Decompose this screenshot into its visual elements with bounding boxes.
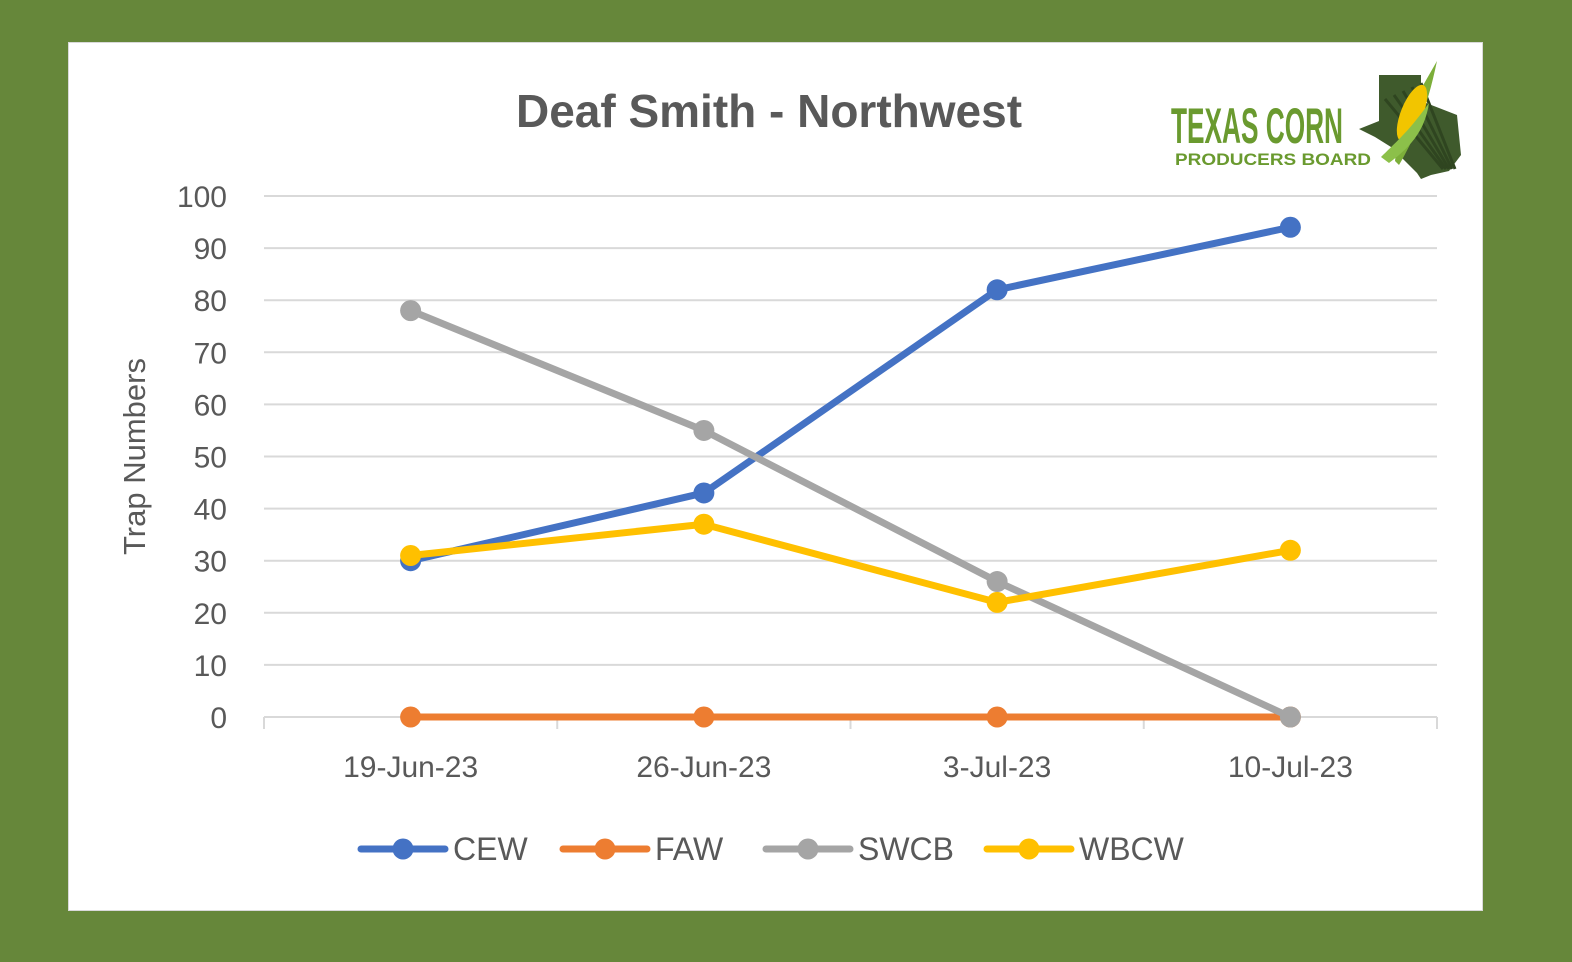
y-tick-label: 40 — [194, 494, 227, 527]
data-point-faw — [400, 706, 422, 728]
corn-husk-icon — [1381, 103, 1429, 163]
logo-line-2: PRODUCERS BOARD — [1175, 150, 1371, 169]
y-tick-label: 30 — [194, 546, 227, 579]
y-tick-label: 50 — [194, 442, 227, 475]
legend-marker-swatch — [392, 838, 414, 860]
y-axis-ticks: 0 10 20 30 40 50 60 70 80 90 100 — [177, 181, 227, 735]
data-point-wbcw — [986, 591, 1008, 613]
y-tick-label: 90 — [194, 233, 227, 266]
data-point-cew — [1279, 216, 1301, 238]
y-tick-label: 100 — [177, 181, 227, 214]
legend-item-faw: FAW — [559, 831, 724, 867]
data-point-cew — [986, 279, 1008, 301]
y-tick-label: 80 — [194, 285, 227, 318]
legend-item-swcb: SWCB — [762, 831, 954, 867]
data-point-swcb — [693, 419, 715, 441]
y-tick-label: 20 — [194, 598, 227, 631]
legend-label: SWCB — [858, 831, 954, 867]
legend-label: WBCW — [1079, 831, 1185, 867]
x-axis: 19-Jun-23 26-Jun-23 3-Jul-23 10-Jul-23 — [263, 716, 1438, 784]
data-point-wbcw — [693, 513, 715, 535]
data-point-swcb — [400, 300, 422, 322]
series-cew — [400, 216, 1301, 572]
series-layer — [400, 216, 1301, 728]
data-point-swcb — [1279, 706, 1301, 728]
y-tick-label: 60 — [194, 389, 227, 422]
y-tick-label: 10 — [194, 650, 227, 683]
y-axis-title: Trap Numbers — [117, 358, 152, 555]
legend-marker-swatch — [1018, 838, 1040, 860]
legend-marker-swatch — [797, 838, 819, 860]
chart-card: Deaf Smith - Northwest TEXAS CORN PRODUC… — [68, 42, 1483, 911]
legend-marker-swatch — [594, 838, 616, 860]
data-point-faw — [986, 706, 1008, 728]
data-point-wbcw — [400, 544, 422, 566]
series-line-cew — [407, 223, 1294, 565]
legend: CEW FAW SWCB WBCW — [357, 831, 1185, 867]
data-point-faw — [693, 706, 715, 728]
line-chart: Deaf Smith - Northwest TEXAS CORN PRODUC… — [117, 61, 1461, 867]
data-point-wbcw — [1279, 539, 1301, 561]
chart-title: Deaf Smith - Northwest — [516, 85, 1022, 137]
x-tick-label: 3-Jul-23 — [943, 751, 1051, 784]
series-line-swcb — [407, 307, 1294, 721]
series-wbcw — [400, 513, 1301, 613]
logo-line-1: TEXAS CORN — [1171, 98, 1343, 154]
texas-corn-producers-board-logo: TEXAS CORN PRODUCERS BOARD — [1171, 61, 1461, 179]
legend-label: FAW — [655, 831, 724, 867]
legend-item-wbcw: WBCW — [983, 831, 1185, 867]
y-tick-label: 0 — [210, 702, 227, 735]
series-line-wbcw — [407, 520, 1294, 606]
y-tick-label: 70 — [194, 337, 227, 370]
x-tick-label: 19-Jun-23 — [343, 751, 478, 784]
legend-label: CEW — [453, 831, 528, 867]
data-point-cew — [693, 482, 715, 504]
data-point-swcb — [986, 571, 1008, 593]
series-swcb — [400, 300, 1301, 728]
legend-item-cew: CEW — [357, 831, 528, 867]
gridlines — [264, 195, 1437, 666]
corn-cob-icon — [1396, 84, 1428, 142]
x-tick-label: 26-Jun-23 — [636, 751, 771, 784]
x-tick-label: 10-Jul-23 — [1228, 751, 1353, 784]
